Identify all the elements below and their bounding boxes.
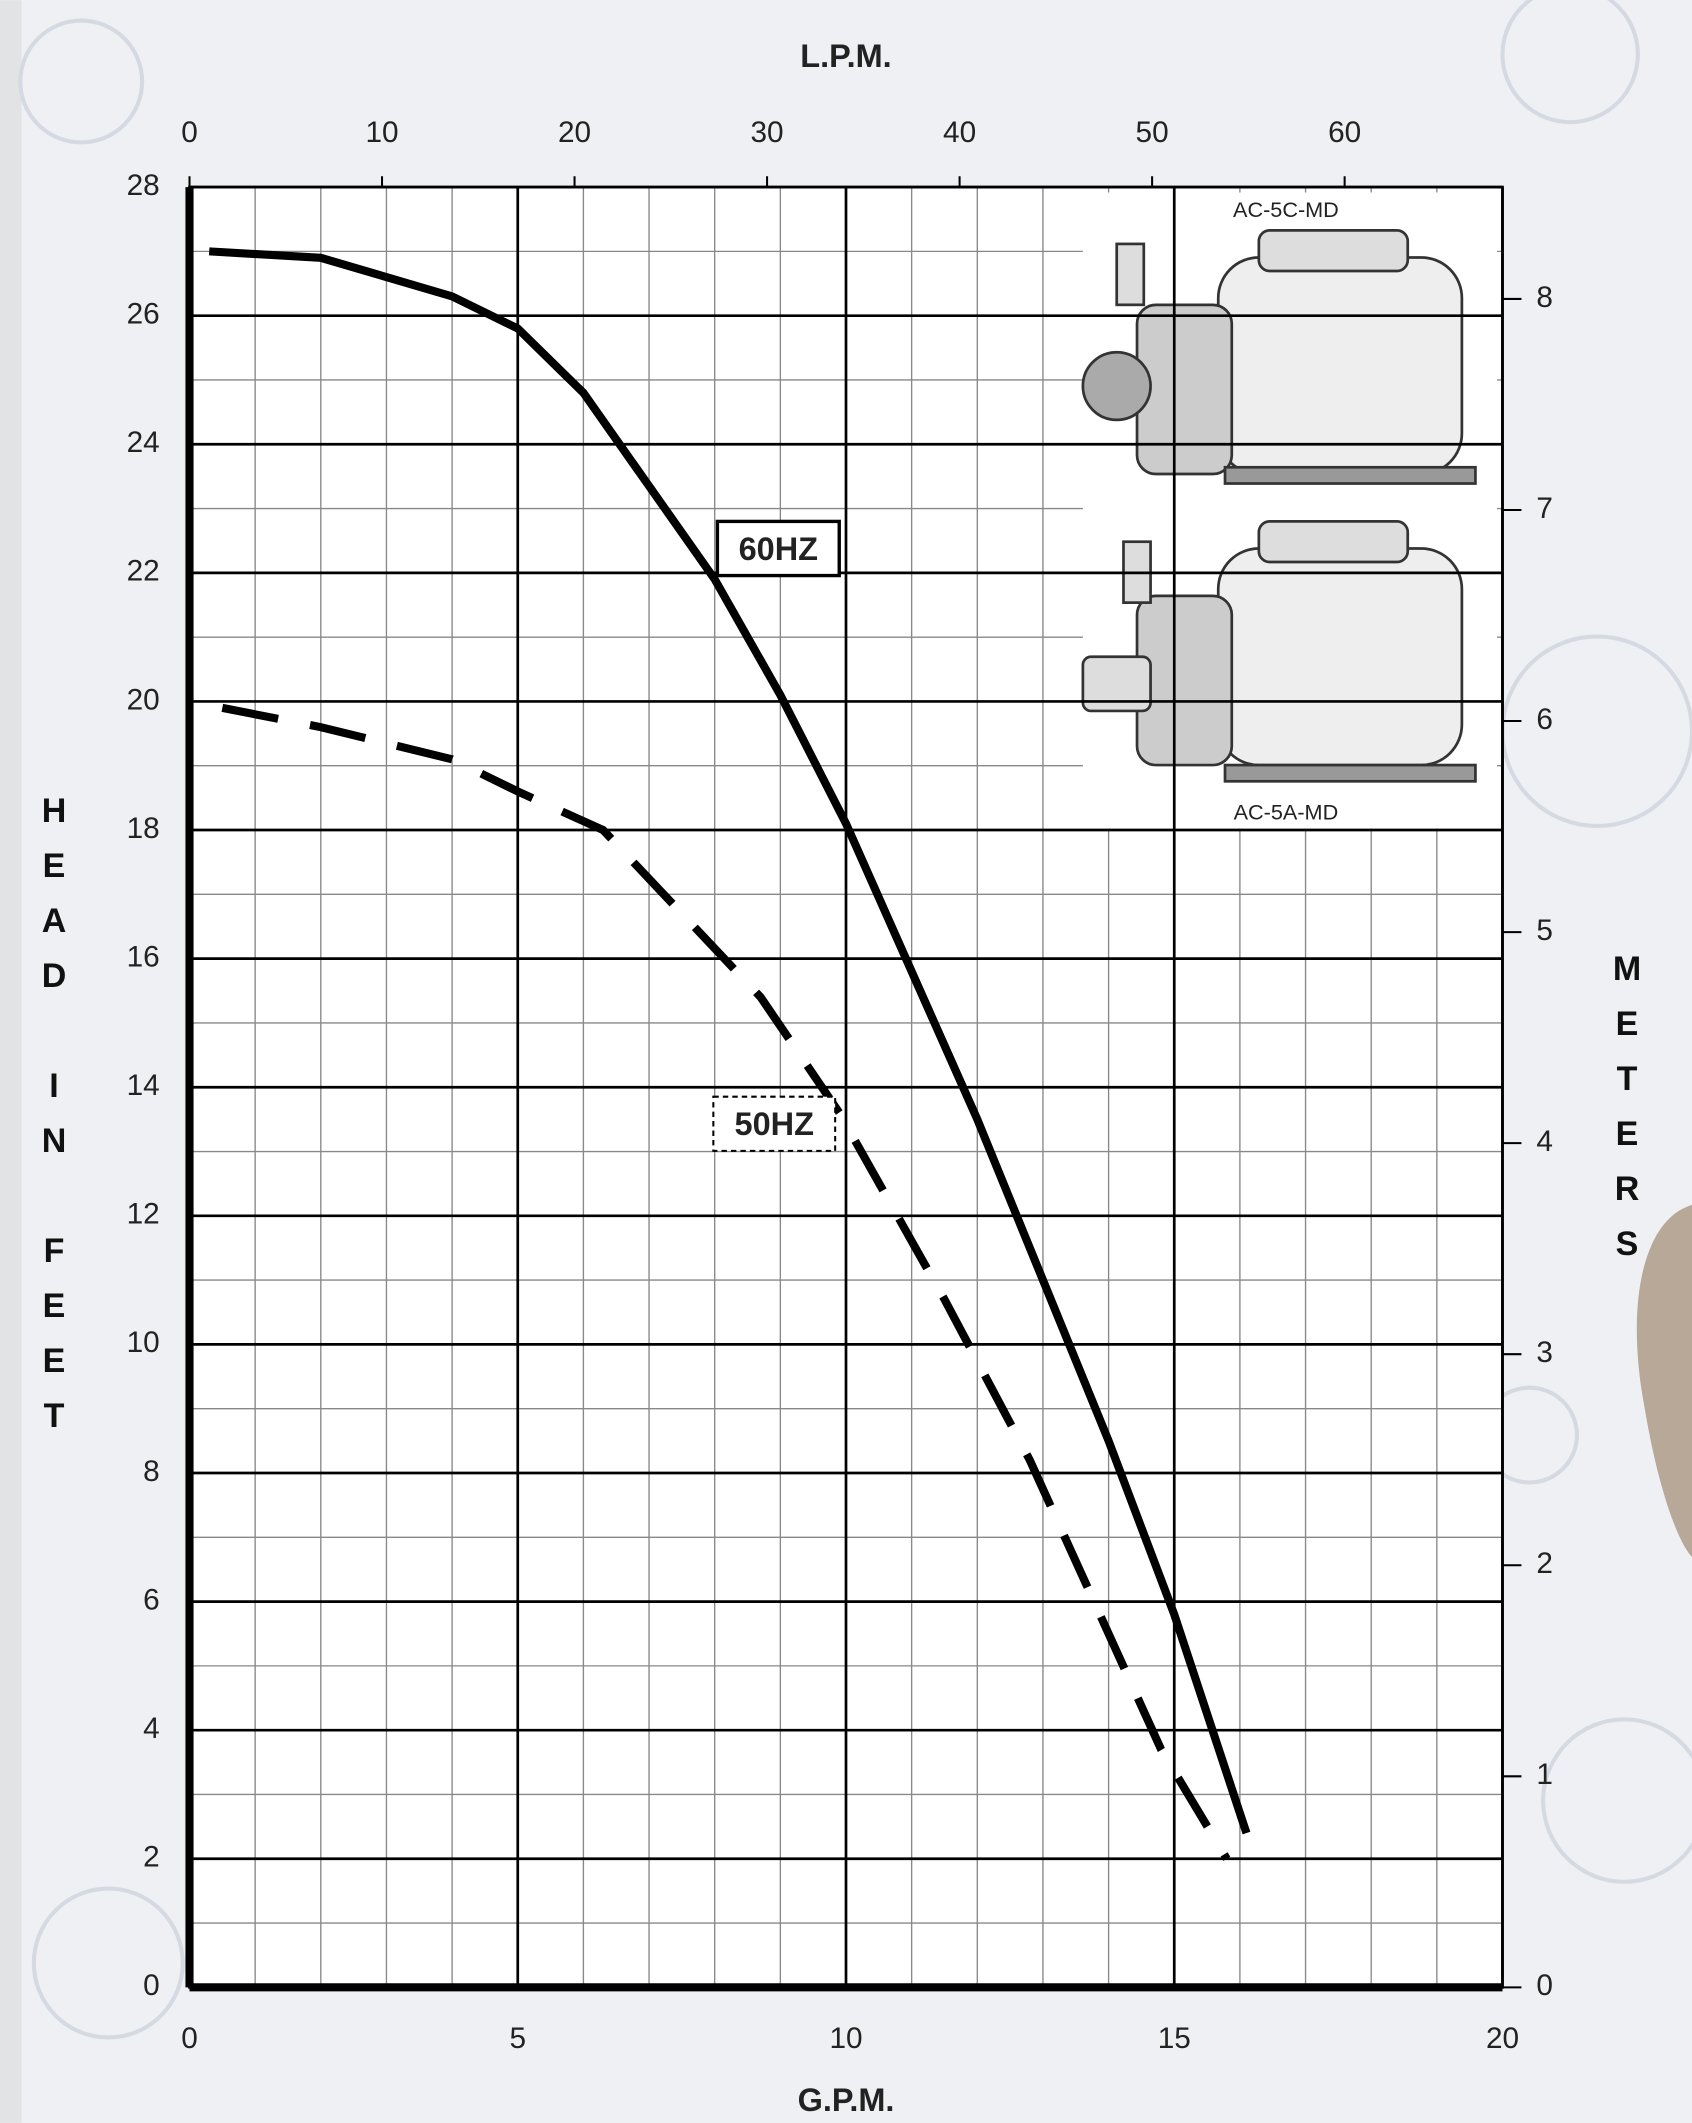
y-tick-label: 22 [127,555,160,588]
x-tick-label: 15 [1158,2022,1191,2055]
y-tick-label: 4 [143,1712,160,1745]
y-tick-label: 26 [127,298,160,331]
y2-tick-label: 1 [1536,1758,1553,1791]
y2-tick-label: 8 [1536,281,1553,314]
y-tick-label: 0 [143,1969,160,2002]
annotation: AC-5A-MD [1234,800,1339,825]
y-tick-label: 28 [127,169,160,202]
y2-tick-label: 4 [1536,1125,1553,1158]
x2-tick-label: 10 [365,116,398,149]
x2-axis-title: L.P.M. [800,38,891,74]
y-tick-label: 6 [143,1583,160,1616]
y-tick-label: 8 [143,1455,160,1488]
series-label: 50HZ [735,1106,814,1142]
y-axis-title: HEAD IN FEET [34,792,73,1452]
y2-tick-label: 3 [1536,1336,1553,1369]
y2-tick-label: 6 [1536,703,1553,736]
y-tick-label: 2 [143,1841,160,1874]
x-tick-label: 5 [509,2022,526,2055]
x2-tick-label: 40 [943,116,976,149]
y-tick-label: 20 [127,683,160,716]
y-tick-label: 12 [127,1198,160,1231]
x-tick-label: 10 [829,2022,862,2055]
page: AC-5C-MD AC-5A-MD L.P.M. G.P.M. 05101520… [0,0,1692,2123]
x-axis-title: G.P.M. [798,2082,895,2118]
x-tick-label: 20 [1486,2022,1519,2055]
annotation: AC-5C-MD [1233,197,1339,222]
chart: AC-5C-MD AC-5A-MD L.P.M. G.P.M. 05101520… [0,0,1692,2123]
y2-tick-label: 7 [1536,492,1553,525]
y-tick-label: 18 [127,812,160,845]
x-tick-label: 0 [181,2022,198,2055]
x2-tick-label: 0 [181,116,198,149]
y-tick-label: 24 [127,426,160,459]
x2-tick-label: 50 [1136,116,1169,149]
y2-tick-label: 2 [1536,1547,1553,1580]
y-tick-label: 10 [127,1326,160,1359]
y2-tick-label: 0 [1536,1969,1553,2002]
y2-axis-title: METERS [1607,950,1646,1280]
y2-tick-label: 5 [1536,914,1553,947]
y-tick-label: 14 [127,1069,160,1102]
x2-tick-label: 60 [1328,116,1361,149]
pump-illustrations: AC-5C-MD AC-5A-MD [1083,192,1497,828]
x2-tick-label: 20 [558,116,591,149]
x2-tick-label: 30 [751,116,784,149]
y-tick-label: 16 [127,940,160,973]
series-label: 60HZ [739,531,818,567]
